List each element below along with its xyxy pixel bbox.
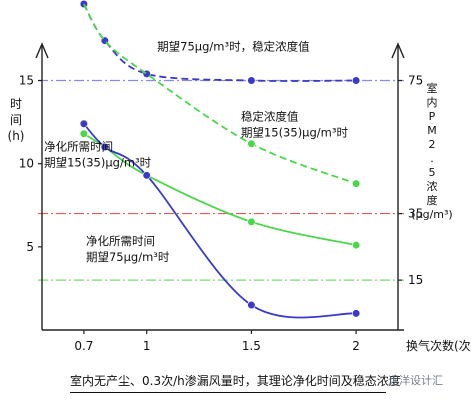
- series-3-point-1: [79, 129, 88, 138]
- series-3-point-4: [247, 217, 256, 226]
- left-tick-label-5: 5: [26, 240, 34, 254]
- annotation-3-line-2: 期望15(35)μg/m³时: [44, 155, 152, 169]
- annotation-1-line-1: 期望75μg/m³时，稳定浓度值: [157, 40, 310, 54]
- right-axis-title-line: P: [429, 110, 436, 123]
- right-axis-title: 室内 P M 2. 5 浓度(μg/m³): [411, 81, 452, 221]
- right-axis-title-line: 内: [427, 95, 438, 109]
- right-axis-arrow: [391, 42, 405, 59]
- series-line-4: [83, 123, 357, 319]
- series-1-point-4: [247, 76, 256, 85]
- right-tick-label-35: 35: [408, 207, 423, 221]
- series-4-point-5: [352, 309, 361, 318]
- annotation-4-line-2: 期望75μg/m³时: [86, 250, 170, 264]
- caption-underline: [70, 392, 386, 393]
- series-4-point-3: [142, 171, 151, 180]
- left-tick-label-10: 10: [19, 157, 34, 171]
- right-axis-title-line: (μg/m³): [411, 208, 452, 221]
- series-line-2: [83, 3, 357, 185]
- right-axis-title-line: 2: [429, 138, 436, 151]
- right-tick-label-75: 75: [408, 74, 423, 88]
- annotation-2-line-2: 期望15(35)μg/m³时: [241, 125, 349, 139]
- annotation-2-line-1: 稳定浓度值: [241, 109, 299, 123]
- x-tick-label-0.7: 0.7: [74, 339, 93, 353]
- x-tick-label-1: 1: [143, 339, 151, 353]
- right-axis-title-line: 室: [427, 81, 438, 95]
- series-2-point-5: [352, 179, 361, 188]
- figure-caption: 室内无产尘、0.3次/h渗漏风量时，其理论净化时间及稳态浓度: [70, 374, 401, 388]
- left-axis-arrow: [35, 42, 49, 59]
- right-axis-title-line: 5: [429, 166, 436, 179]
- right-axis-title-line: .: [430, 152, 434, 165]
- series-4-point-2: [100, 142, 109, 152]
- series-4-point-1: [79, 119, 88, 128]
- x-axis-title: 换气次数(次/h): [406, 338, 471, 353]
- left-axis-title-line: (h): [8, 129, 25, 143]
- series-2-point-4: [247, 139, 256, 148]
- annotation-3-line-1: 净化所需时间: [44, 139, 113, 153]
- left-axis-title-line: 时: [10, 97, 22, 111]
- watermark: 远洋设计汇: [388, 374, 443, 387]
- series-1-point-5: [352, 76, 361, 85]
- right-axis-title-line: M: [427, 124, 437, 137]
- series-line-3: [83, 132, 357, 247]
- right-axis-title-line: 度: [427, 193, 438, 207]
- x-tick-label-1.5: 1.5: [242, 339, 261, 353]
- series-3-point-5: [352, 241, 361, 250]
- annotation-4-line-1: 净化所需时间: [86, 234, 155, 248]
- left-axis-title: 时间 (h): [8, 97, 25, 143]
- series-4-point-4: [247, 300, 256, 310]
- x-tick-label-2: 2: [352, 339, 360, 353]
- right-tick-label-15: 15: [408, 273, 423, 287]
- series-1-point-1: [79, 0, 88, 9]
- left-axis-title-line: 间: [10, 113, 22, 127]
- right-axis-title-line: 浓: [427, 180, 438, 193]
- left-tick-label-15: 15: [19, 74, 34, 88]
